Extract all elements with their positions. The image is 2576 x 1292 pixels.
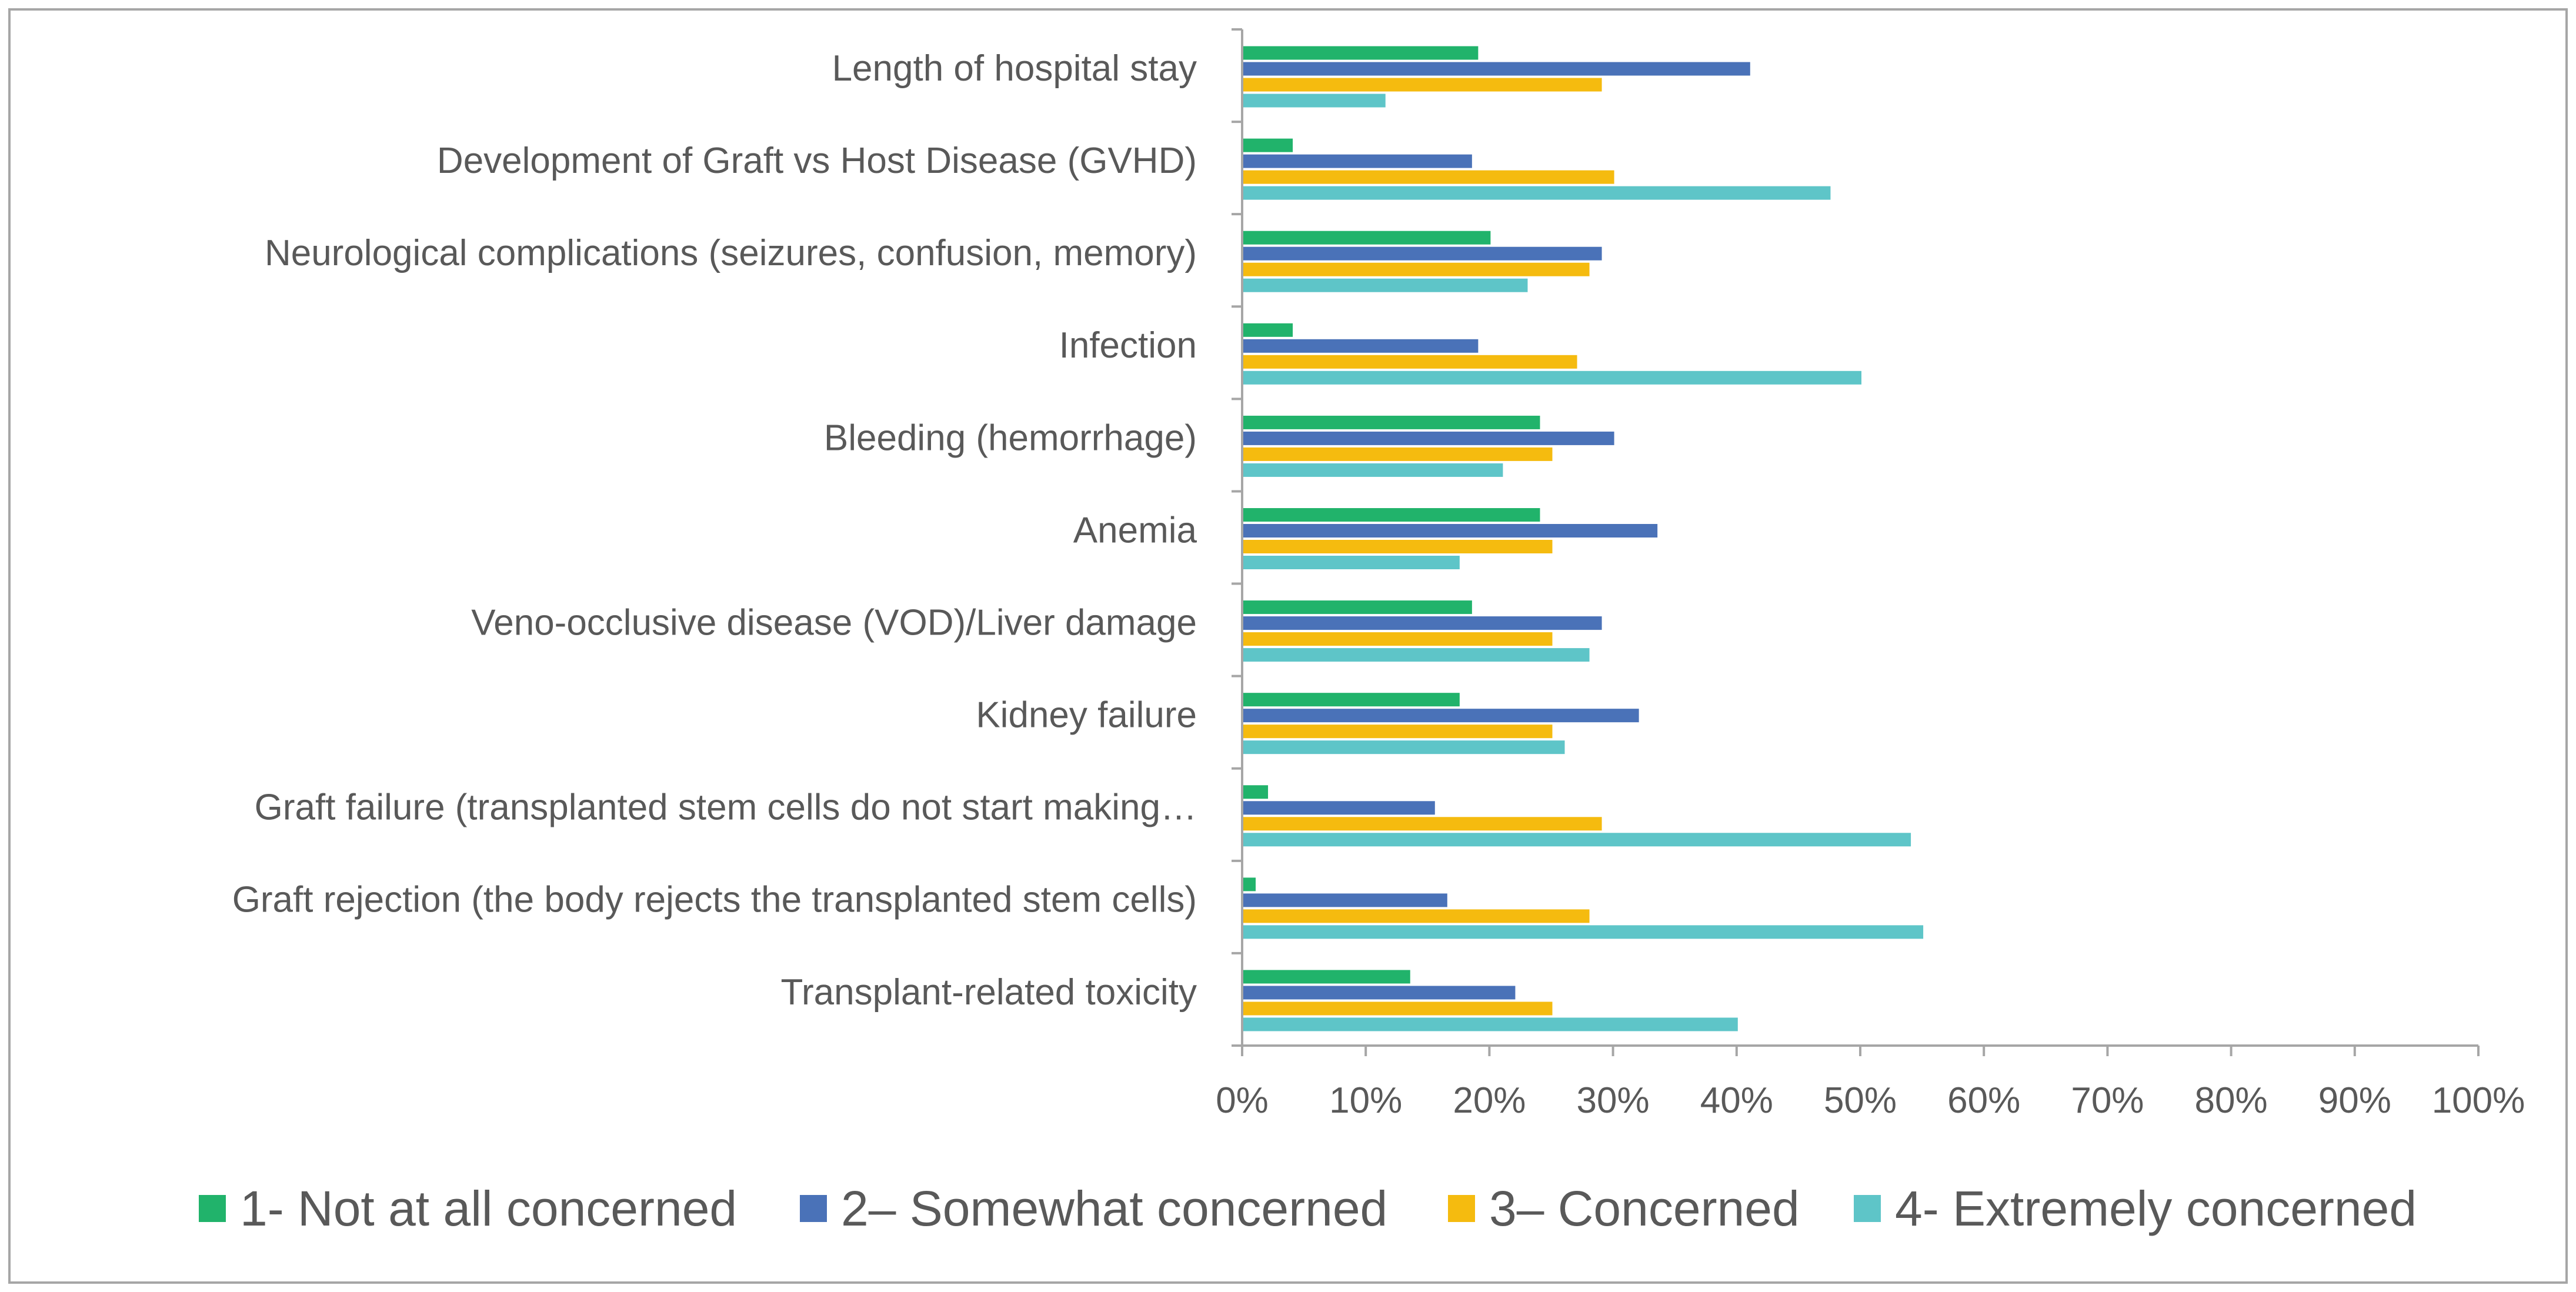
x-tick-label: 40% xyxy=(1700,1080,1773,1121)
bars-group xyxy=(1243,46,1924,1031)
bar-1-6 xyxy=(1243,508,1540,522)
bar-2-2 xyxy=(1243,154,1472,168)
bar-3-6 xyxy=(1243,540,1553,553)
bar-3-2 xyxy=(1243,170,1614,184)
category-label: Graft failure (transplanted stem cells d… xyxy=(255,787,1197,828)
bar-4-3 xyxy=(1243,278,1528,292)
axes-group xyxy=(1232,28,2480,1056)
bar-4-8 xyxy=(1243,740,1565,754)
category-label: Length of hospital stay xyxy=(832,48,1197,89)
legend-label: 4- Extremely concerned xyxy=(1895,1181,2417,1236)
legend: 1- Not at all concerned 2– Somewhat conce… xyxy=(199,1181,2417,1236)
tick-labels-group: 0% 10% 20% 30% 40% 50% 60% 70% 80% 90% 100% xyxy=(1216,1080,2525,1121)
category-label: Infection xyxy=(1059,325,1197,366)
bar-4-5 xyxy=(1243,463,1503,477)
legend-swatch xyxy=(199,1195,226,1222)
bar-4-1 xyxy=(1243,94,1386,108)
legend-label: 2– Somewhat concerned xyxy=(841,1181,1387,1236)
bar-2-10 xyxy=(1243,893,1447,907)
bar-1-4 xyxy=(1243,323,1293,337)
bar-1-7 xyxy=(1243,600,1472,615)
category-label: Transplant-related toxicity xyxy=(780,972,1197,1013)
bar-3-11 xyxy=(1243,1001,1553,1016)
bar-1-2 xyxy=(1243,138,1293,152)
x-tick-label: 100% xyxy=(2432,1080,2525,1121)
bar-3-7 xyxy=(1243,632,1553,646)
bar-1-8 xyxy=(1243,693,1460,707)
chart-frame xyxy=(8,8,2568,1284)
bar-1-3 xyxy=(1243,231,1491,245)
bar-4-9 xyxy=(1243,833,1911,847)
x-tick-label: 70% xyxy=(2071,1080,2144,1121)
bar-3-4 xyxy=(1243,355,1577,369)
bar-2-11 xyxy=(1243,986,1516,1000)
legend-swatch xyxy=(1854,1195,1881,1222)
bar-3-1 xyxy=(1243,78,1602,92)
legend-label: 1- Not at all concerned xyxy=(240,1181,737,1236)
category-label: Veno-occlusive disease (VOD)/Liver damag… xyxy=(471,602,1197,643)
bar-3-5 xyxy=(1243,447,1553,461)
category-labels-group: Length of hospital stay Development of Gr… xyxy=(232,48,1197,1013)
bar-2-7 xyxy=(1243,616,1602,630)
x-tick-label: 80% xyxy=(2195,1080,2268,1121)
bar-1-10 xyxy=(1243,877,1256,892)
bar-3-9 xyxy=(1243,817,1602,831)
bar-3-10 xyxy=(1243,909,1590,923)
bar-1-9 xyxy=(1243,785,1269,799)
legend-label: 3– Concerned xyxy=(1489,1181,1800,1236)
x-tick-label: 20% xyxy=(1453,1080,1526,1121)
category-label: Development of Graft vs Host Disease (GV… xyxy=(437,141,1197,181)
bar-3-3 xyxy=(1243,262,1590,276)
bar-4-11 xyxy=(1243,1017,1738,1031)
bar-1-11 xyxy=(1243,970,1410,984)
legend-swatch xyxy=(1448,1195,1475,1222)
bar-3-8 xyxy=(1243,725,1553,739)
category-label: Neurological complications (seizures, co… xyxy=(265,233,1197,273)
x-tick-label: 0% xyxy=(1216,1080,1269,1121)
bar-1-5 xyxy=(1243,415,1540,429)
bar-4-4 xyxy=(1243,370,1861,385)
x-tick-label: 50% xyxy=(1824,1080,1897,1121)
x-tick-label: 30% xyxy=(1577,1080,1650,1121)
bar-2-1 xyxy=(1243,62,1750,76)
legend-swatch xyxy=(800,1195,827,1222)
x-tick-label: 60% xyxy=(1947,1080,2020,1121)
bar-2-6 xyxy=(1243,524,1658,538)
category-label: Graft rejection (the body rejects the tr… xyxy=(232,880,1197,920)
bar-4-10 xyxy=(1243,925,1924,939)
bar-2-8 xyxy=(1243,709,1639,723)
bar-1-1 xyxy=(1243,46,1479,60)
bar-4-6 xyxy=(1243,556,1460,569)
bar-2-5 xyxy=(1243,431,1614,445)
bar-2-9 xyxy=(1243,801,1435,815)
category-label: Bleeding (hemorrhage) xyxy=(824,418,1197,458)
bar-2-4 xyxy=(1243,339,1479,353)
x-tick-label: 10% xyxy=(1329,1080,1402,1121)
bar-4-7 xyxy=(1243,648,1590,662)
category-label: Anemia xyxy=(1073,510,1197,550)
bar-2-3 xyxy=(1243,246,1602,261)
category-label: Kidney failure xyxy=(976,695,1197,736)
bar-4-2 xyxy=(1243,186,1831,200)
x-tick-label: 90% xyxy=(2318,1080,2391,1121)
